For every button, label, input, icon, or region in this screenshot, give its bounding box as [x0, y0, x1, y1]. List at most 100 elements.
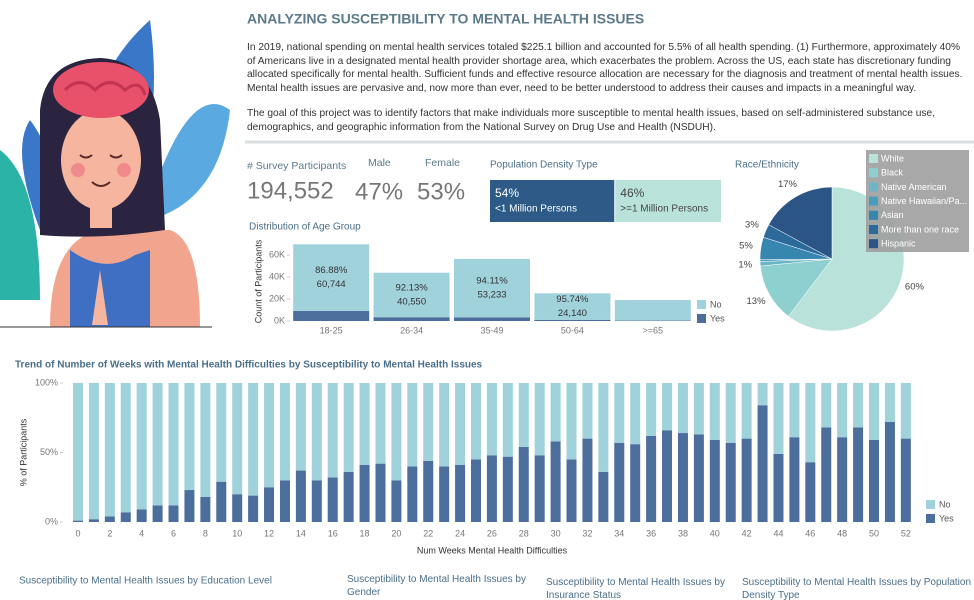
legend-label: Yes	[939, 513, 954, 523]
bar-segment	[757, 383, 768, 406]
x-tick-label: 30	[551, 528, 561, 538]
bar-segment	[311, 480, 322, 522]
bar-segment	[837, 383, 848, 438]
bar-segment	[693, 434, 704, 522]
bar-segment	[662, 383, 673, 431]
x-tick-label: 2	[107, 528, 112, 538]
bar-segment	[900, 383, 911, 439]
bar-segment	[248, 383, 259, 496]
bar-segment	[359, 465, 370, 522]
bar-segment	[741, 438, 752, 522]
bar-segment	[343, 471, 354, 522]
bar-segment	[439, 383, 450, 467]
bar-segment	[518, 383, 529, 447]
chart-title: Distribution of Age Group	[249, 222, 361, 233]
x-tick-label: 28	[519, 528, 529, 538]
legend-label: Black	[881, 168, 904, 178]
bar-segment	[295, 383, 306, 471]
bar-segment	[373, 272, 450, 318]
y-tick-label: 60K	[269, 250, 285, 260]
bar-segment	[884, 421, 895, 522]
bar-segment	[293, 244, 370, 311]
bar-segment	[630, 444, 641, 522]
share-label: 94.11%	[476, 276, 508, 287]
y-tick-label: 40K	[269, 271, 285, 281]
bar-segment	[375, 463, 386, 522]
bar-segment	[216, 383, 227, 482]
section-title-box: Susceptibility to Mental Health Issues b…	[742, 577, 971, 600]
bar-segment	[614, 383, 625, 443]
bar-segment	[550, 441, 561, 522]
bar-segment	[646, 435, 657, 522]
x-tick-label: 50	[869, 528, 879, 538]
bar-segment	[152, 505, 163, 522]
legend-label: Hispanic	[881, 239, 916, 249]
legend-swatch	[869, 168, 878, 178]
bar-segment	[900, 438, 911, 522]
y-tick-label: 20K	[269, 293, 285, 303]
bar-segment	[279, 383, 290, 481]
bar-segment	[534, 319, 611, 321]
legend-label: More than one race	[881, 224, 959, 234]
chart-title: Race/Ethnicity	[735, 160, 799, 171]
pie-label: 60%	[905, 281, 925, 292]
bar-segment	[598, 471, 609, 522]
x-tick-label: 20	[391, 528, 401, 538]
x-tick-label: 14	[296, 528, 306, 538]
bar-segment	[518, 446, 529, 522]
legend-label: White	[881, 153, 904, 163]
illustration	[0, 20, 230, 328]
bar-segment	[598, 383, 609, 472]
pie-slice	[760, 258, 833, 317]
bar-segment	[486, 383, 497, 456]
chart-title: Population Density Type	[490, 160, 598, 171]
paragraph: In 2019, national spending on mental hea…	[247, 42, 963, 94]
bar-segment	[327, 383, 338, 478]
bar-segment	[373, 317, 450, 321]
bar-segment	[279, 480, 290, 522]
bar-segment	[184, 383, 195, 491]
x-tick-label: 12	[264, 528, 274, 538]
pie-label: 5%	[739, 241, 753, 252]
y-tick-label: 50%	[40, 447, 58, 457]
bar-segment	[455, 465, 466, 522]
legend-swatch	[869, 239, 878, 249]
x-tick-label: 32	[582, 528, 592, 538]
x-tick-label: 18	[360, 528, 370, 538]
bar-segment	[454, 317, 530, 321]
x-tick-label: 24	[455, 528, 465, 538]
bar-segment	[120, 512, 131, 522]
bar-segment	[502, 383, 513, 457]
x-tick-label: 38	[678, 528, 688, 538]
share-category: >=1 Million Persons	[620, 204, 708, 215]
bar-segment	[232, 494, 243, 522]
bar-segment	[391, 480, 402, 522]
bar-segment	[486, 455, 497, 522]
y-axis-label: % of Participants	[18, 418, 28, 486]
bar-segment	[884, 383, 895, 422]
x-tick-label: 4	[139, 528, 144, 538]
bar-segment	[295, 470, 306, 522]
pie-label: 1%	[738, 259, 752, 270]
bar-segment	[725, 383, 736, 443]
share-segment	[615, 180, 721, 222]
bar-segment	[677, 433, 688, 522]
bar-segment	[391, 383, 402, 481]
bar-segment	[646, 383, 657, 436]
bar-segment	[264, 487, 275, 522]
share-label: 86.88%	[315, 265, 348, 276]
bar-segment	[73, 383, 83, 521]
x-tick-label: 34	[614, 528, 624, 538]
value-label: 40,550	[397, 296, 426, 307]
legend-swatch	[869, 225, 878, 234]
legend-label: No	[939, 499, 951, 509]
kpi-label: Male	[368, 157, 391, 169]
x-tick-label: 44	[773, 528, 783, 538]
bar-segment	[630, 383, 641, 445]
bar-segment	[853, 383, 864, 428]
legend-swatch	[869, 182, 878, 192]
y-tick-label: 100%	[35, 377, 58, 387]
legend-label: Native Hawaiian/Pa...	[881, 196, 967, 206]
